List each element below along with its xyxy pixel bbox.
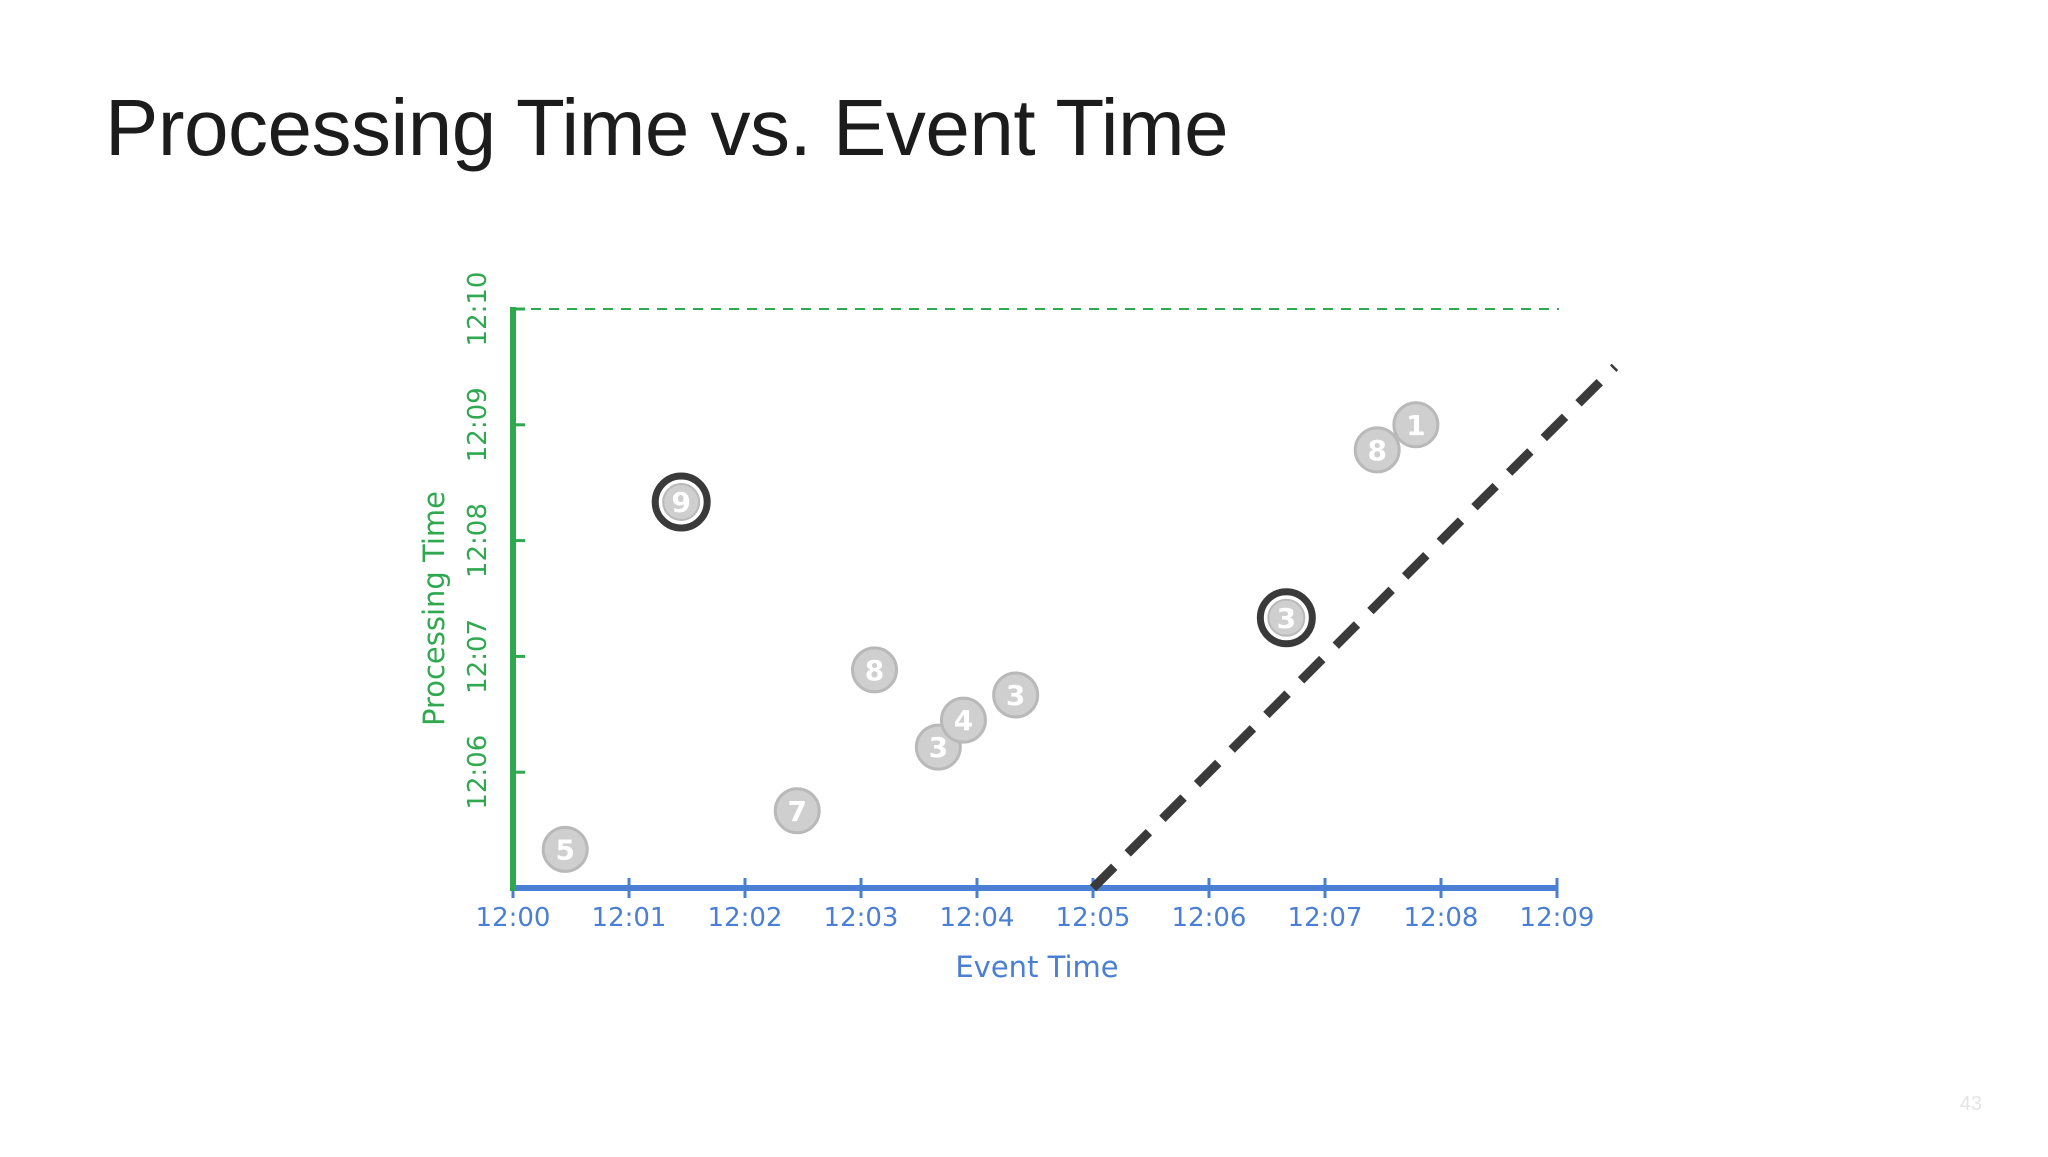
data-point: 8	[851, 646, 899, 694]
point-marker	[1353, 426, 1401, 474]
ideal-line	[1089, 363, 1619, 892]
point-marker	[939, 696, 987, 744]
x-tick-label: 12:00	[476, 903, 551, 933]
data-point: 4	[939, 696, 987, 744]
x-axis-title: Event Time	[955, 950, 1118, 984]
point-label: 3	[1006, 679, 1025, 712]
point-marker	[992, 671, 1040, 719]
point-label: 5	[555, 833, 574, 866]
point-label: 3	[929, 731, 948, 764]
y-axis-title: Processing Time	[417, 491, 451, 726]
y-tick-label: 12:10	[463, 272, 493, 347]
point-marker	[541, 825, 589, 873]
data-point: 8	[1353, 426, 1401, 474]
x-tick-label: 12:09	[1520, 903, 1595, 933]
data-point: 7	[773, 787, 821, 835]
point-marker	[851, 646, 899, 694]
point-marker	[1267, 598, 1306, 637]
point-label: 8	[865, 654, 884, 687]
x-tick-label: 12:02	[708, 903, 783, 933]
point-label: 8	[1367, 434, 1386, 467]
highlighted-point: 9	[651, 472, 711, 532]
x-tick-label: 12:05	[1056, 903, 1131, 933]
x-tick-label: 12:08	[1404, 903, 1479, 933]
data-point: 3	[992, 671, 1040, 719]
point-label: 3	[1277, 602, 1296, 635]
page-number: 43	[1959, 1093, 1982, 1115]
y-tick-label: 12:07	[463, 619, 493, 694]
point-label: 4	[954, 704, 973, 737]
point-label: 9	[671, 486, 690, 519]
data-point: 5	[541, 825, 589, 873]
data-point: 1	[1392, 401, 1440, 449]
y-tick-label: 12:09	[463, 387, 493, 462]
point-label: 1	[1406, 409, 1425, 442]
slide-title: Processing Time vs. Event Time	[105, 83, 1229, 172]
ideal-line-layer	[1089, 363, 1619, 892]
point-marker	[773, 787, 821, 835]
y-tick-label: 12:08	[463, 503, 493, 578]
point-marker	[1392, 401, 1440, 449]
point-marker	[662, 483, 701, 521]
x-tick-label: 12:07	[1288, 903, 1363, 933]
x-tick-label: 12:04	[940, 903, 1015, 933]
x-tick-label: 12:01	[592, 903, 667, 933]
axes-layer: 12:00 12:01 12:02 12:03 12:04 12:05 12:06 12:07…	[417, 272, 1594, 984]
x-tick-label: 12:06	[1172, 903, 1247, 933]
y-tick-label: 12:06	[463, 735, 493, 810]
x-tick-label: 12:03	[824, 903, 899, 933]
highlighted-point: 3	[1256, 588, 1316, 648]
point-label: 7	[787, 795, 806, 828]
